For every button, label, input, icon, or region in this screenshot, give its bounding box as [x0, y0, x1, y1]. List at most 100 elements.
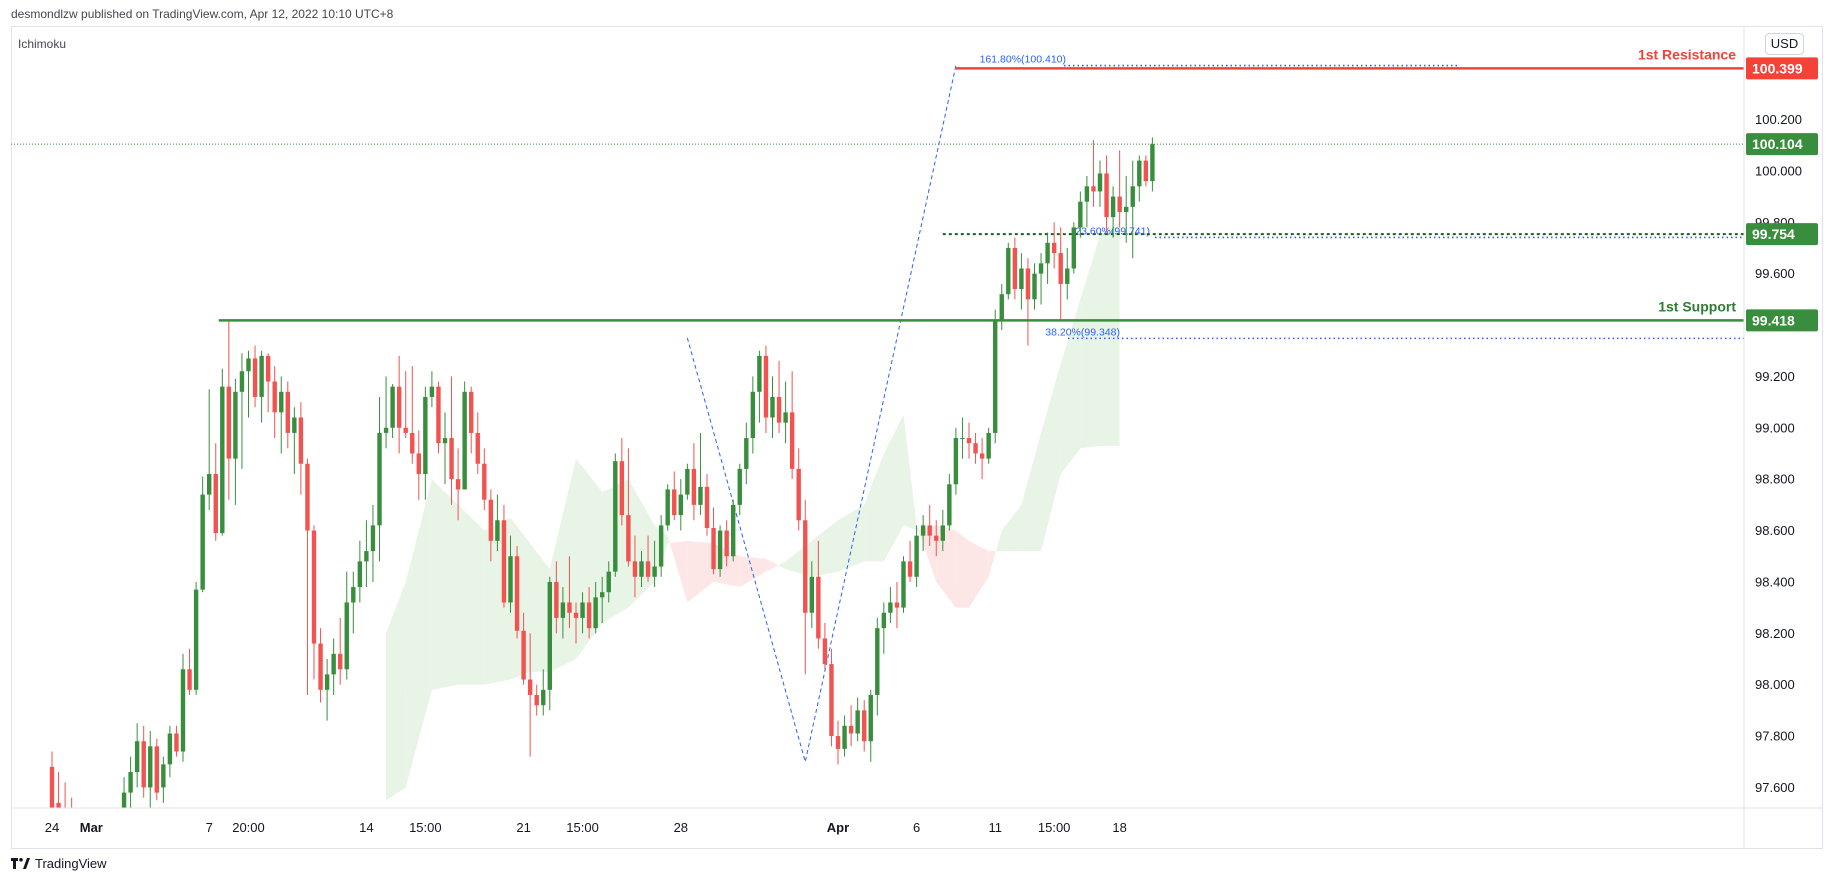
candle[interactable]: [305, 458, 310, 695]
candle[interactable]: [1051, 222, 1057, 269]
candle[interactable]: [187, 648, 192, 695]
candle[interactable]: [279, 376, 284, 454]
candle[interactable]: [809, 561, 814, 629]
candle[interactable]: [534, 684, 539, 716]
candle[interactable]: [1019, 253, 1024, 310]
candle[interactable]: [69, 797, 73, 855]
candle[interactable]: [462, 381, 467, 490]
candle[interactable]: [193, 581, 199, 695]
candle[interactable]: [862, 700, 867, 752]
candle[interactable]: [436, 381, 441, 454]
candle[interactable]: [1124, 176, 1129, 243]
candle[interactable]: [1038, 253, 1044, 305]
candle[interactable]: [239, 353, 245, 469]
candle[interactable]: [220, 368, 225, 536]
candle[interactable]: [49, 751, 55, 833]
plot-area[interactable]: 161.80%(100.410)23.60%(99.741)38.20%(99.…: [11, 46, 1744, 880]
candle[interactable]: [894, 581, 900, 629]
candle[interactable]: [619, 438, 625, 526]
candle[interactable]: [600, 576, 605, 624]
candle[interactable]: [547, 576, 552, 711]
candle[interactable]: [822, 623, 828, 670]
candle[interactable]: [580, 592, 585, 634]
candle[interactable]: [1045, 232, 1050, 284]
candle[interactable]: [167, 725, 173, 778]
candle[interactable]: [757, 350, 762, 423]
candle[interactable]: [141, 725, 146, 798]
candle[interactable]: [390, 384, 395, 439]
candle[interactable]: [338, 617, 343, 685]
candle[interactable]: [914, 525, 919, 588]
candle[interactable]: [1143, 155, 1149, 187]
price-axis[interactable]: 100.200100.00099.80099.60099.40099.20099…: [1746, 57, 1818, 795]
candle[interactable]: [796, 448, 801, 531]
candle[interactable]: [960, 417, 965, 459]
candle[interactable]: [416, 430, 421, 500]
candle[interactable]: [541, 669, 546, 716]
candle[interactable]: [455, 448, 461, 521]
candle[interactable]: [737, 463, 742, 516]
candle[interactable]: [934, 520, 939, 557]
candle[interactable]: [1117, 150, 1122, 228]
candle[interactable]: [626, 448, 631, 567]
candle[interactable]: [514, 545, 520, 639]
candle[interactable]: [469, 386, 474, 454]
candle[interactable]: [993, 309, 998, 444]
candle[interactable]: [645, 535, 651, 582]
candle[interactable]: [449, 376, 454, 505]
candle[interactable]: [1012, 237, 1018, 300]
candle[interactable]: [364, 520, 369, 588]
candle[interactable]: [207, 389, 212, 510]
candle[interactable]: [213, 443, 218, 541]
candle[interactable]: [731, 499, 736, 562]
candle[interactable]: [848, 705, 854, 747]
candle[interactable]: [508, 535, 513, 613]
candle[interactable]: [947, 474, 952, 531]
candle[interactable]: [1065, 247, 1070, 300]
candle[interactable]: [1130, 160, 1135, 259]
candle[interactable]: [901, 556, 906, 613]
candle[interactable]: [1006, 242, 1011, 300]
candle[interactable]: [685, 463, 690, 500]
candle[interactable]: [383, 376, 389, 449]
candle[interactable]: [554, 561, 559, 634]
candle[interactable]: [835, 720, 841, 765]
candle[interactable]: [174, 725, 179, 757]
candle[interactable]: [482, 448, 487, 510]
candle[interactable]: [567, 556, 572, 629]
candle[interactable]: [403, 371, 408, 439]
candle[interactable]: [377, 396, 382, 562]
candle[interactable]: [711, 507, 716, 575]
candle[interactable]: [986, 427, 991, 464]
candle[interactable]: [252, 345, 258, 408]
candle[interactable]: [148, 730, 153, 808]
candle[interactable]: [351, 571, 356, 634]
candle[interactable]: [1137, 155, 1142, 202]
candle[interactable]: [298, 402, 304, 495]
tradingview-logo-icon[interactable]: [11, 857, 30, 869]
candle[interactable]: [1078, 191, 1083, 238]
candle[interactable]: [429, 371, 435, 408]
candle[interactable]: [109, 829, 113, 880]
candle[interactable]: [357, 540, 363, 603]
candle[interactable]: [128, 756, 133, 819]
candle[interactable]: [1110, 186, 1116, 238]
candle[interactable]: [56, 772, 61, 839]
candle[interactable]: [665, 484, 670, 531]
candle[interactable]: [875, 617, 880, 716]
candle[interactable]: [488, 489, 494, 562]
candle[interactable]: [442, 412, 448, 485]
candle[interactable]: [1032, 263, 1037, 310]
candle[interactable]: [396, 355, 402, 454]
candle[interactable]: [475, 412, 480, 475]
candle[interactable]: [586, 587, 592, 639]
candle[interactable]: [999, 283, 1004, 331]
candle[interactable]: [272, 366, 277, 439]
candle[interactable]: [783, 381, 788, 444]
candle[interactable]: [803, 499, 808, 675]
candle[interactable]: [410, 366, 415, 464]
candle[interactable]: [1091, 140, 1096, 207]
candle[interactable]: [180, 653, 186, 762]
candle[interactable]: [292, 407, 297, 475]
